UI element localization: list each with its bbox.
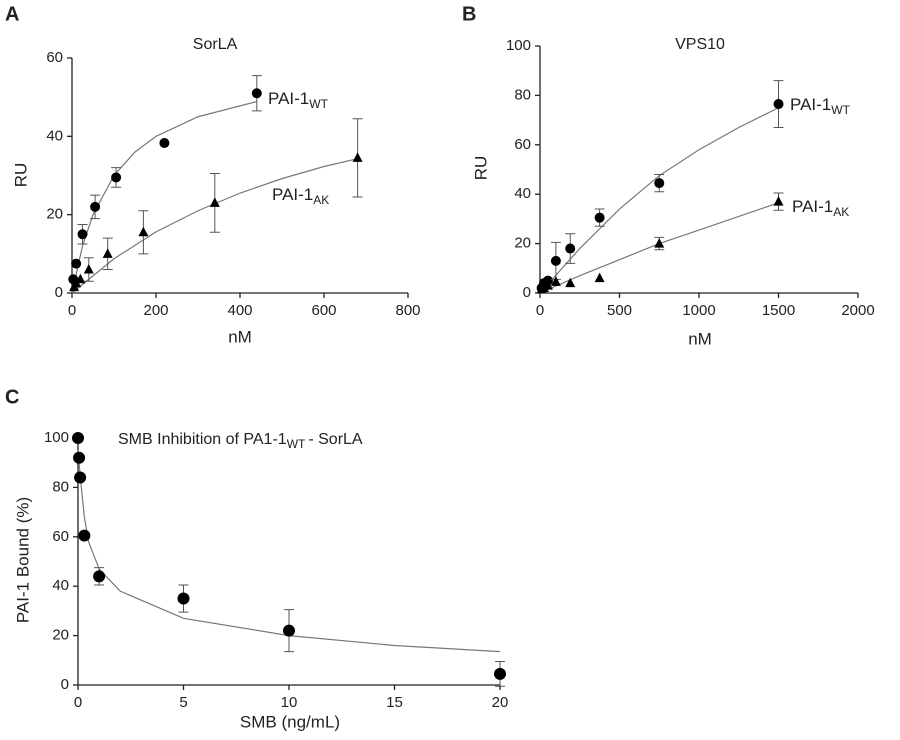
y-tick-label: 20	[514, 235, 531, 252]
chart-title-tail: - SorLA	[308, 431, 363, 448]
circle-point	[90, 201, 101, 212]
x-axis-label: nM	[228, 327, 252, 346]
triangle-point	[352, 152, 363, 162]
x-axis-label: SMB (ng/mL)	[240, 712, 340, 731]
panel-label: B	[462, 3, 476, 25]
series-label: PAI-1WT	[268, 89, 329, 111]
circle-point	[283, 624, 295, 637]
circle-point	[594, 212, 605, 223]
x-tick-label: 1500	[762, 302, 795, 319]
circle-point	[71, 258, 82, 269]
circle-point	[77, 229, 88, 240]
circle-point	[654, 178, 665, 189]
y-tick-label: 0	[61, 676, 69, 693]
triangle-point	[594, 272, 605, 283]
y-tick-label: 100	[506, 37, 531, 54]
triangle-point	[138, 226, 149, 237]
y-axis-label: RU	[11, 163, 30, 188]
series-label-text: PAI-1	[790, 95, 831, 114]
fit-curve	[71, 100, 257, 294]
panel-label: C	[5, 386, 19, 408]
y-tick-label: 80	[52, 478, 69, 495]
circle-point	[111, 172, 122, 183]
circle-point	[78, 529, 91, 542]
circle-point	[177, 592, 190, 605]
circle-point	[251, 88, 262, 99]
y-tick-label: 60	[514, 136, 531, 153]
panel-label: A	[5, 3, 19, 25]
x-tick-label: 0	[74, 694, 82, 711]
chart-title: SMB Inhibition of PA1-1WT - SorLA	[118, 431, 363, 451]
circle-point	[494, 667, 506, 680]
y-tick-label: 40	[46, 127, 63, 144]
circle-point	[550, 255, 561, 266]
chart-title: VPS10	[675, 36, 725, 53]
triangle-point	[83, 264, 94, 274]
triangle-point	[209, 197, 220, 207]
circle-point	[159, 137, 170, 148]
fit-curve	[539, 107, 779, 294]
fit-curve	[77, 450, 501, 653]
series-label-sub: WT	[309, 97, 328, 111]
triangle-point	[75, 273, 86, 284]
circle-point	[74, 471, 87, 484]
triangle-point	[565, 277, 576, 288]
x-tick-label: 0	[68, 302, 76, 319]
x-tick-label: 500	[607, 302, 632, 319]
series-label-text: PAI-1	[792, 197, 833, 216]
x-tick-label: 1000	[682, 302, 715, 319]
y-tick-label: 40	[514, 185, 531, 202]
y-tick-label: 40	[52, 577, 69, 594]
circle-point	[93, 570, 106, 583]
triangle-point	[654, 238, 665, 248]
series-label-sub: AK	[833, 205, 849, 219]
y-tick-label: 0	[55, 284, 63, 301]
x-tick-label: 200	[143, 302, 168, 319]
series-label-text: PAI-1	[272, 185, 313, 204]
series-label: PAI-1AK	[272, 185, 329, 207]
series-label: PAI-1AK	[792, 197, 849, 219]
y-tick-label: 20	[46, 206, 63, 223]
x-tick-label: 600	[311, 302, 336, 319]
x-tick-label: 20	[492, 694, 509, 711]
x-axis-label: nM	[688, 329, 712, 348]
y-tick-label: 60	[52, 528, 69, 545]
circle-point	[773, 99, 784, 110]
series-label: PAI-1WT	[790, 95, 851, 117]
x-tick-label: 800	[395, 302, 420, 319]
fit-curve	[71, 158, 358, 294]
circle-point	[73, 451, 86, 464]
chart-title-sub: WT	[287, 437, 306, 451]
x-tick-label: 0	[536, 302, 544, 319]
triangle-point	[538, 282, 549, 293]
x-tick-label: 400	[227, 302, 252, 319]
x-tick-label: 15	[386, 694, 403, 711]
y-tick-label: 60	[46, 49, 63, 66]
circle-point	[565, 243, 576, 254]
x-tick-label: 2000	[841, 302, 874, 319]
y-tick-label: 80	[514, 86, 531, 103]
series-label-text: PAI-1	[268, 89, 309, 108]
x-tick-label: 5	[179, 694, 187, 711]
x-tick-label: 10	[281, 694, 298, 711]
series-label-sub: AK	[313, 193, 329, 207]
triangle-point	[542, 280, 553, 290]
chart-title-text: SMB Inhibition of PA1-1	[118, 431, 287, 448]
triangle-point	[102, 248, 113, 258]
triangle-point	[550, 276, 561, 286]
series-label-sub: WT	[831, 103, 850, 117]
y-tick-label: 100	[44, 429, 69, 446]
y-axis-label: RU	[471, 156, 490, 181]
triangle-point	[773, 196, 784, 206]
y-tick-label: 20	[52, 627, 69, 644]
circle-point	[72, 432, 84, 444]
y-tick-label: 0	[523, 284, 531, 301]
y-axis-label: PAI-1 Bound (%)	[13, 497, 32, 623]
chart-title: SorLA	[193, 36, 238, 53]
